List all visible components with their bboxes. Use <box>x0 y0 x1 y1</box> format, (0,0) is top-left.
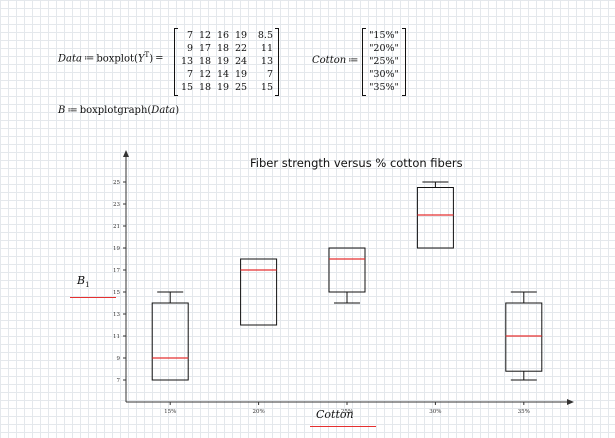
matrix-cell: 9 <box>186 43 193 54</box>
y-axis-label[interactable]: B1 <box>77 274 90 289</box>
matrix-cell: 25 <box>235 82 248 93</box>
matrix-cell: 13 <box>260 56 273 67</box>
cotton-variable: Cotton <box>312 55 347 66</box>
chart-title: Fiber strength versus % cotton fibers <box>250 156 463 170</box>
matrix-cell: 12 <box>199 69 212 80</box>
y-axis-arrow <box>123 150 129 157</box>
matrix-cell: 7 <box>266 69 273 80</box>
boxplot-function: boxplot <box>96 53 135 65</box>
matrix-cell: 15 <box>260 82 273 93</box>
box-iqr <box>240 258 278 326</box>
y-axis-label-text: B <box>77 274 86 287</box>
matrix-cell: 7 <box>186 30 193 41</box>
matrix-cell: 8.5 <box>257 30 273 41</box>
data-definition[interactable]: Data ≔ boxplot(YT) = <box>58 51 164 65</box>
cotton-value: "30%" <box>369 69 399 80</box>
cotton-value: "20%" <box>369 43 399 54</box>
x-tick-label: 25% <box>341 409 353 415</box>
y-tick-label: 11 <box>113 334 120 340</box>
b-variable: B <box>58 105 66 116</box>
x-axis-label[interactable]: Cotton <box>316 408 354 421</box>
matrix-cell: 12 <box>199 30 212 41</box>
matrix-left-bracket <box>174 28 178 96</box>
graph-definition[interactable]: B ≔ boxplotgraph(Data) <box>58 105 180 116</box>
cotton-definition[interactable]: Cotton ≔ <box>312 55 359 66</box>
matrix-cell: 18 <box>217 43 230 54</box>
x-tick-label: 20% <box>252 409 264 415</box>
matrix-cell: 18 <box>199 56 212 67</box>
cotton-value: "35%" <box>369 82 399 93</box>
y-variable: Y <box>137 53 145 65</box>
transpose-mark: T <box>144 51 150 59</box>
cotton-value: "25%" <box>369 56 399 67</box>
y-tick-label: 21 <box>113 224 120 230</box>
x-tick-label: 35% <box>518 409 530 415</box>
cotton-value: "15%" <box>369 30 399 41</box>
y-tick-label: 23 <box>113 202 120 208</box>
matrix-cell: 18 <box>199 82 212 93</box>
y-tick-label: 17 <box>113 268 120 274</box>
y-tick-label: 7 <box>117 378 121 384</box>
matrix-cell: 17 <box>199 43 212 54</box>
matrix-cell: 19 <box>235 69 248 80</box>
matrix-cell: 7 <box>186 69 193 80</box>
matrix-cell: 11 <box>260 43 273 54</box>
matrix-cell: 19 <box>217 56 230 67</box>
data-matrix: 7 12 16 19 8.5 9 17 18 22 11 13 18 19 24 13 7 12 14 19 7 15 1… <box>178 29 276 94</box>
data-variable: Data <box>58 53 82 65</box>
box-iqr <box>416 187 454 249</box>
y-tick-label: 9 <box>117 356 121 362</box>
y-tick-label: 25 <box>113 180 120 186</box>
matrix-cell: 14 <box>217 69 230 80</box>
matrix-cell: 19 <box>235 30 248 41</box>
cotton-left-bracket <box>362 28 366 96</box>
x-axis-arrow <box>567 399 574 405</box>
box-iqr <box>151 302 189 381</box>
matrix-cell: 24 <box>235 56 248 67</box>
data-argument: Data <box>151 105 176 116</box>
y-tick-label: 15 <box>113 290 120 296</box>
y-tick-label: 19 <box>113 246 120 252</box>
y-axis-label-subscript: 1 <box>85 281 90 290</box>
matrix-cell: 16 <box>217 30 230 41</box>
y-tick-label: 13 <box>113 312 120 318</box>
cotton-right-bracket <box>402 28 406 96</box>
cotton-vector: "15%" "20%" "25%" "30%" "35%" <box>365 29 403 94</box>
boxplotgraph-function: boxplotgraph <box>79 105 148 116</box>
x-tick-label: 15% <box>164 409 176 415</box>
box-iqr <box>328 247 366 293</box>
matrix-cell: 13 <box>181 56 194 67</box>
x-tick-label: 30% <box>429 409 441 415</box>
matrix-cell: 22 <box>235 43 248 54</box>
x-axis-label-underline <box>310 426 376 427</box>
matrix-cell: 19 <box>217 82 230 93</box>
matrix-cell: 15 <box>181 82 194 93</box>
y-axis-label-underline <box>70 297 116 298</box>
matrix-right-bracket <box>275 28 279 96</box>
box-iqr <box>505 302 543 372</box>
